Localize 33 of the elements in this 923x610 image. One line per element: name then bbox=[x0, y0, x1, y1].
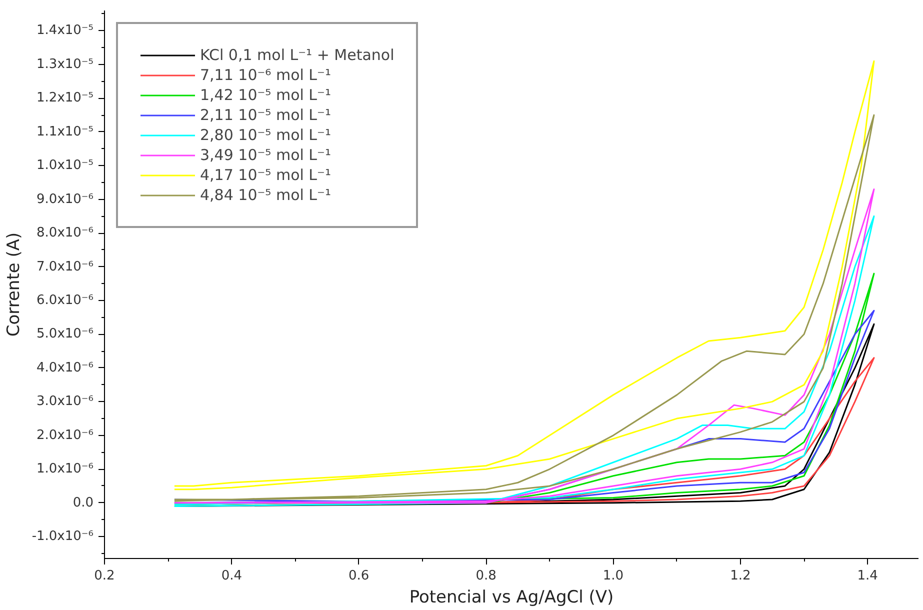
legend-label: 2,80 10⁻⁵ mol L⁻¹ bbox=[200, 126, 331, 144]
legend-label: 3,49 10⁻⁵ mol L⁻¹ bbox=[200, 146, 331, 164]
y-tick-label: 1.3x10⁻⁵ bbox=[36, 56, 94, 72]
y-tick-label: 1.2x10⁻⁵ bbox=[36, 90, 94, 106]
x-tick-label: 0.2 bbox=[94, 568, 115, 584]
y-tick-label: -1.0x10⁻⁶ bbox=[32, 529, 94, 544]
x-tick-label: 0.8 bbox=[476, 568, 496, 584]
y-tick-label: 3.0x10⁻⁶ bbox=[36, 394, 94, 410]
y-tick-label: 1.0x10⁻⁵ bbox=[36, 158, 94, 174]
legend-label: 4,17 10⁻⁵ mol L⁻¹ bbox=[200, 166, 331, 184]
x-tick-label: 0.6 bbox=[348, 568, 370, 584]
legend-label: 1,42 10⁻⁵ mol L⁻¹ bbox=[200, 86, 331, 104]
legend-label: 2,11 10⁻⁵ mol L⁻¹ bbox=[200, 106, 331, 124]
y-tick-label: 6.0x10⁻⁶ bbox=[36, 293, 94, 308]
legend-label: KCl 0,1 mol L⁻¹ + Metanol bbox=[200, 46, 394, 64]
y-tick-label: 0.0 bbox=[72, 495, 94, 510]
legend-label: 7,11 10⁻⁶ mol L⁻¹ bbox=[200, 66, 331, 84]
y-tick-label: 1.4x10⁻⁵ bbox=[36, 23, 94, 38]
y-tick-label: 9.0x10⁻⁶ bbox=[36, 192, 94, 207]
y-tick-label: 4.0x10⁻⁶ bbox=[36, 360, 94, 376]
x-tick-label: 1.4 bbox=[857, 568, 878, 584]
x-tick-label: 1.0 bbox=[602, 568, 624, 584]
x-tick-label: 1.2 bbox=[730, 568, 751, 584]
y-tick-label: 5.0x10⁻⁶ bbox=[36, 326, 94, 342]
y-tick-label: 8.0x10⁻⁶ bbox=[36, 226, 94, 241]
legend-label: 4,84 10⁻⁵ mol L⁻¹ bbox=[200, 186, 331, 204]
y-axis-title: Corrente (A) bbox=[4, 232, 24, 337]
y-tick-label: 7.0x10⁻⁶ bbox=[36, 259, 94, 274]
y-tick-label: 2.0x10⁻⁶ bbox=[36, 428, 94, 443]
x-axis-title: Potencial vs Ag/AgCl (V) bbox=[409, 588, 614, 608]
y-tick-label: 1.1x10⁻⁵ bbox=[36, 124, 94, 140]
x-tick-label: 0.4 bbox=[221, 568, 242, 584]
y-tick-label: 1.0x10⁻⁶ bbox=[36, 462, 94, 477]
